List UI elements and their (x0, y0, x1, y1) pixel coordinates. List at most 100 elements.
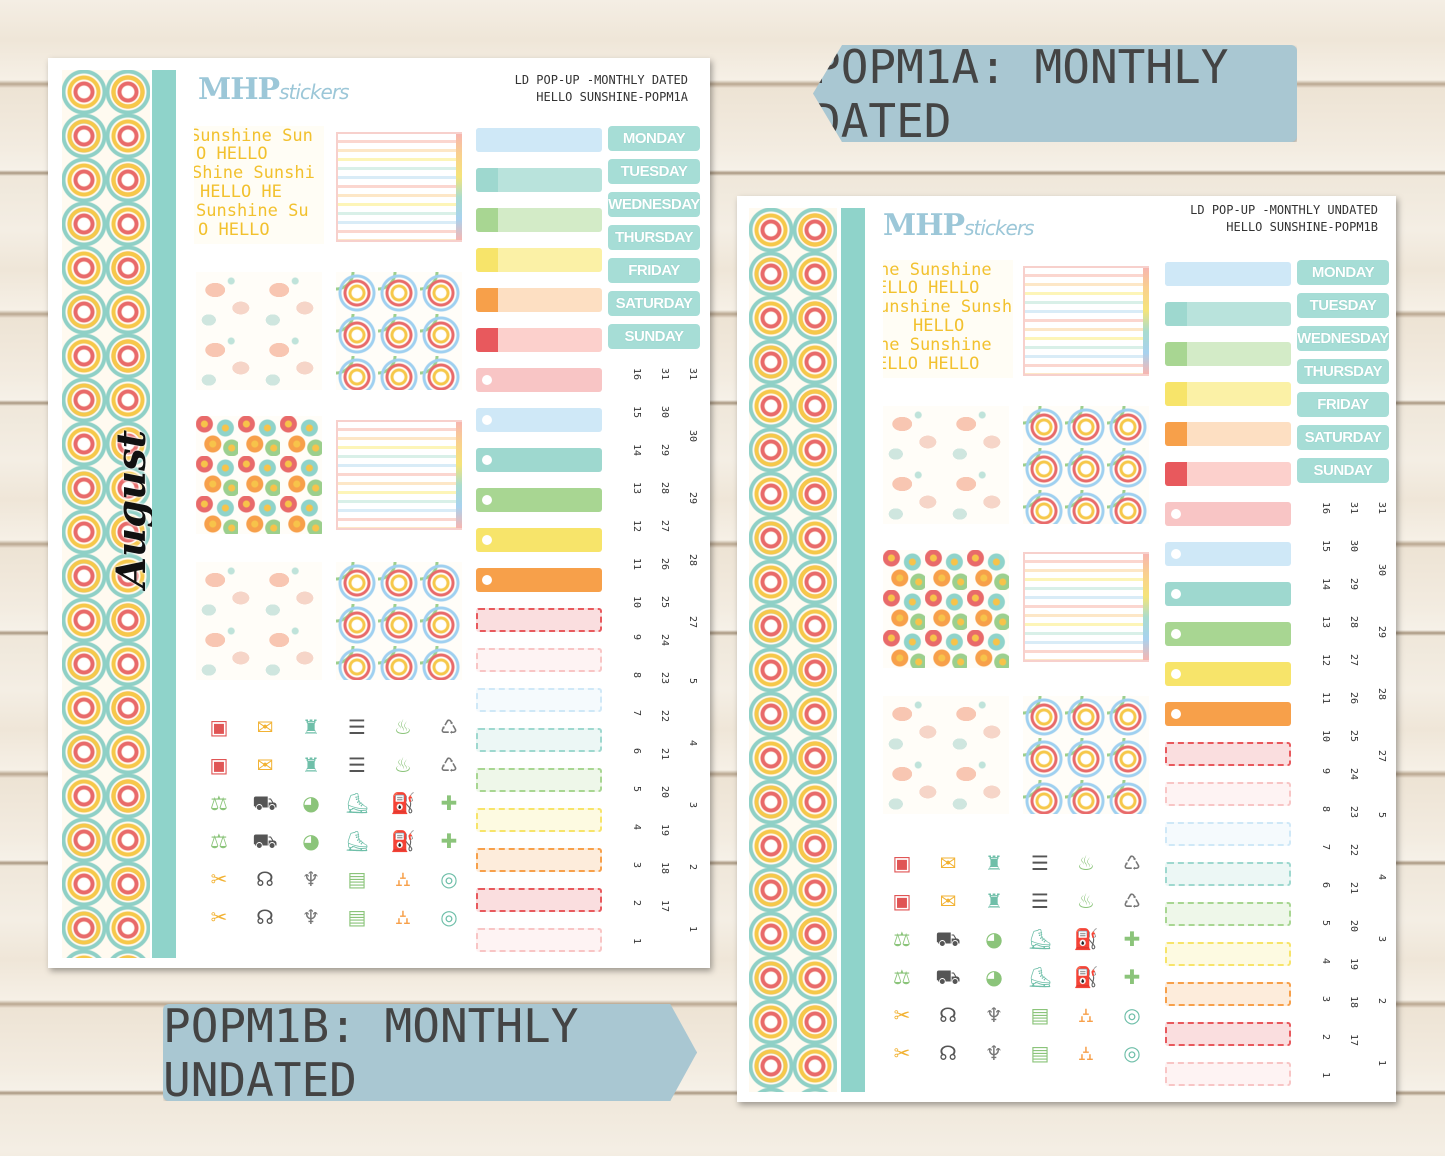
date-number: 29 (687, 492, 698, 505)
date-number: 14 (631, 444, 642, 457)
piggy-bank-icon: ◕ (302, 791, 320, 815)
label-color-tab (476, 288, 498, 312)
date-number: 9 (631, 634, 642, 641)
date-number: 12 (631, 520, 642, 533)
sneaker-icon: ⛸ (1027, 965, 1053, 989)
date-number: 1 (631, 938, 642, 945)
date-number: 17 (1348, 1034, 1359, 1047)
date-number: 2 (1376, 998, 1387, 1005)
hello-word-line: ELLO HELLO (883, 278, 980, 298)
sheet-title-line1: LD POP-UP -MONTHLY UNDATED (1190, 203, 1378, 217)
tabbed-label-sticker (476, 248, 602, 272)
product-tag-undated: POPM1B: MONTHLY UNDATED (163, 1004, 697, 1101)
dashed-label-sticker (1165, 942, 1291, 966)
envelope-icon: ✉ (256, 715, 274, 739)
birthday-cake-icon: ♨ (394, 753, 412, 777)
hello-word-line: Sunshine Sun (194, 126, 313, 146)
date-number: 28 (1376, 688, 1387, 701)
dashed-label-sticker (476, 768, 602, 792)
date-number: 1 (1320, 1072, 1331, 1079)
comb-scissors-icon: ✂ (210, 867, 228, 891)
label-color-tab (1165, 462, 1187, 486)
hello-word-line: ne Sunshine (883, 335, 992, 355)
receipt-icon: ☰ (1031, 889, 1049, 913)
washing-machine-icon: ◎ (1123, 1041, 1141, 1065)
date-number: 12 (1320, 654, 1331, 667)
dashed-label-sticker (476, 688, 602, 712)
label-color-tab (1165, 342, 1187, 366)
shopping-cart-icon: ⛟ (252, 829, 278, 853)
dot-label-sticker (476, 408, 602, 432)
date-number: 20 (659, 786, 670, 799)
dashed-label-sticker (1165, 1062, 1291, 1086)
dot-label-sticker (1165, 502, 1291, 526)
tooth-icon: ♆ (985, 1041, 1003, 1065)
date-number: 30 (659, 406, 670, 419)
decorative-dot-strip (62, 70, 150, 958)
date-number: 3 (631, 862, 642, 869)
leaf-pattern-box (883, 696, 1009, 814)
tabbed-label-sticker (476, 128, 602, 152)
date-number: 5 (1320, 920, 1331, 927)
date-number: 2 (687, 864, 698, 871)
book-icon: ▤ (1030, 1041, 1050, 1065)
date-number: 22 (1348, 844, 1359, 857)
label-sticker-column (1165, 262, 1291, 1102)
striped-checklist-box (1023, 266, 1149, 376)
date-number: 28 (1348, 616, 1359, 629)
hello-word-line: ELLO HELLO (883, 354, 980, 374)
date-number: 4 (1320, 958, 1331, 965)
date-number: 6 (631, 748, 642, 755)
sheet-title: LD POP-UP -MONTHLY DATED HELLO SUNSHINE-… (515, 72, 688, 106)
ring-pattern-box (1023, 696, 1149, 814)
date-number: 25 (1348, 730, 1359, 743)
date-number: 10 (631, 596, 642, 609)
day-label-thursday: THURSDAY (1297, 359, 1389, 384)
dashed-label-sticker (476, 888, 602, 912)
date-number: 27 (1376, 750, 1387, 763)
date-number: 19 (1348, 958, 1359, 971)
date-number: 13 (1320, 616, 1331, 629)
day-label-saturday: SATURDAY (1297, 425, 1389, 450)
pill-bottle-icon: ✚ (1123, 927, 1141, 951)
pill-bottle-icon: ✚ (1123, 965, 1141, 989)
striped-checklist-box (336, 132, 462, 242)
date-number: 26 (1348, 692, 1359, 705)
luggage-icon: ⛼ (1078, 1003, 1094, 1027)
weekday-header-column: MONDAY TUESDAY WEDNESDAY THURSDAY FRIDAY… (608, 126, 700, 357)
date-number: 21 (659, 748, 670, 761)
sneaker-icon: ⛸ (1027, 927, 1053, 951)
day-label-friday: FRIDAY (608, 258, 700, 283)
comb-scissors-icon: ✂ (893, 1003, 911, 1027)
sheet-title: LD POP-UP -MONTHLY UNDATED HELLO SUNSHIN… (1190, 202, 1378, 236)
washing-machine-icon: ◎ (440, 905, 458, 929)
tabbed-label-sticker (1165, 262, 1291, 286)
fuel-pump-icon: ⛽ (390, 829, 416, 853)
label-color-tab (476, 168, 498, 192)
label-color-tab (1165, 262, 1187, 286)
package-icon: ▣ (209, 715, 229, 739)
date-number: 18 (659, 862, 670, 875)
date-number: 23 (659, 672, 670, 685)
date-number: 15 (631, 406, 642, 419)
ring-pattern-box (1023, 406, 1149, 524)
shopping-cart-icon: ⛟ (252, 791, 278, 815)
date-number: 24 (1348, 768, 1359, 781)
ring-pattern-box (336, 562, 462, 680)
leaf-pattern-box (883, 406, 1009, 524)
date-number: 1 (687, 926, 698, 933)
dot-label-sticker (1165, 542, 1291, 566)
comb-scissors-icon: ✂ (210, 905, 228, 929)
sticker-sheet-dated: August MHPstickers LD POP-UP -MONTHLY DA… (48, 58, 710, 968)
brand-logo: MHPstickers (883, 208, 1034, 243)
dashed-label-sticker (1165, 1022, 1291, 1046)
hello-word-line: unshine Sunsh (883, 297, 1013, 317)
hello-word-line: O HELLO (198, 220, 270, 240)
date-number: 4 (687, 740, 698, 747)
date-number: 19 (659, 824, 670, 837)
day-label-thursday: THURSDAY (608, 225, 700, 250)
dashed-label-sticker (1165, 902, 1291, 926)
leaf-pattern-box (196, 272, 322, 390)
brand-main-text: MHP (198, 72, 280, 107)
stethoscope-icon: ☊ (256, 867, 274, 891)
